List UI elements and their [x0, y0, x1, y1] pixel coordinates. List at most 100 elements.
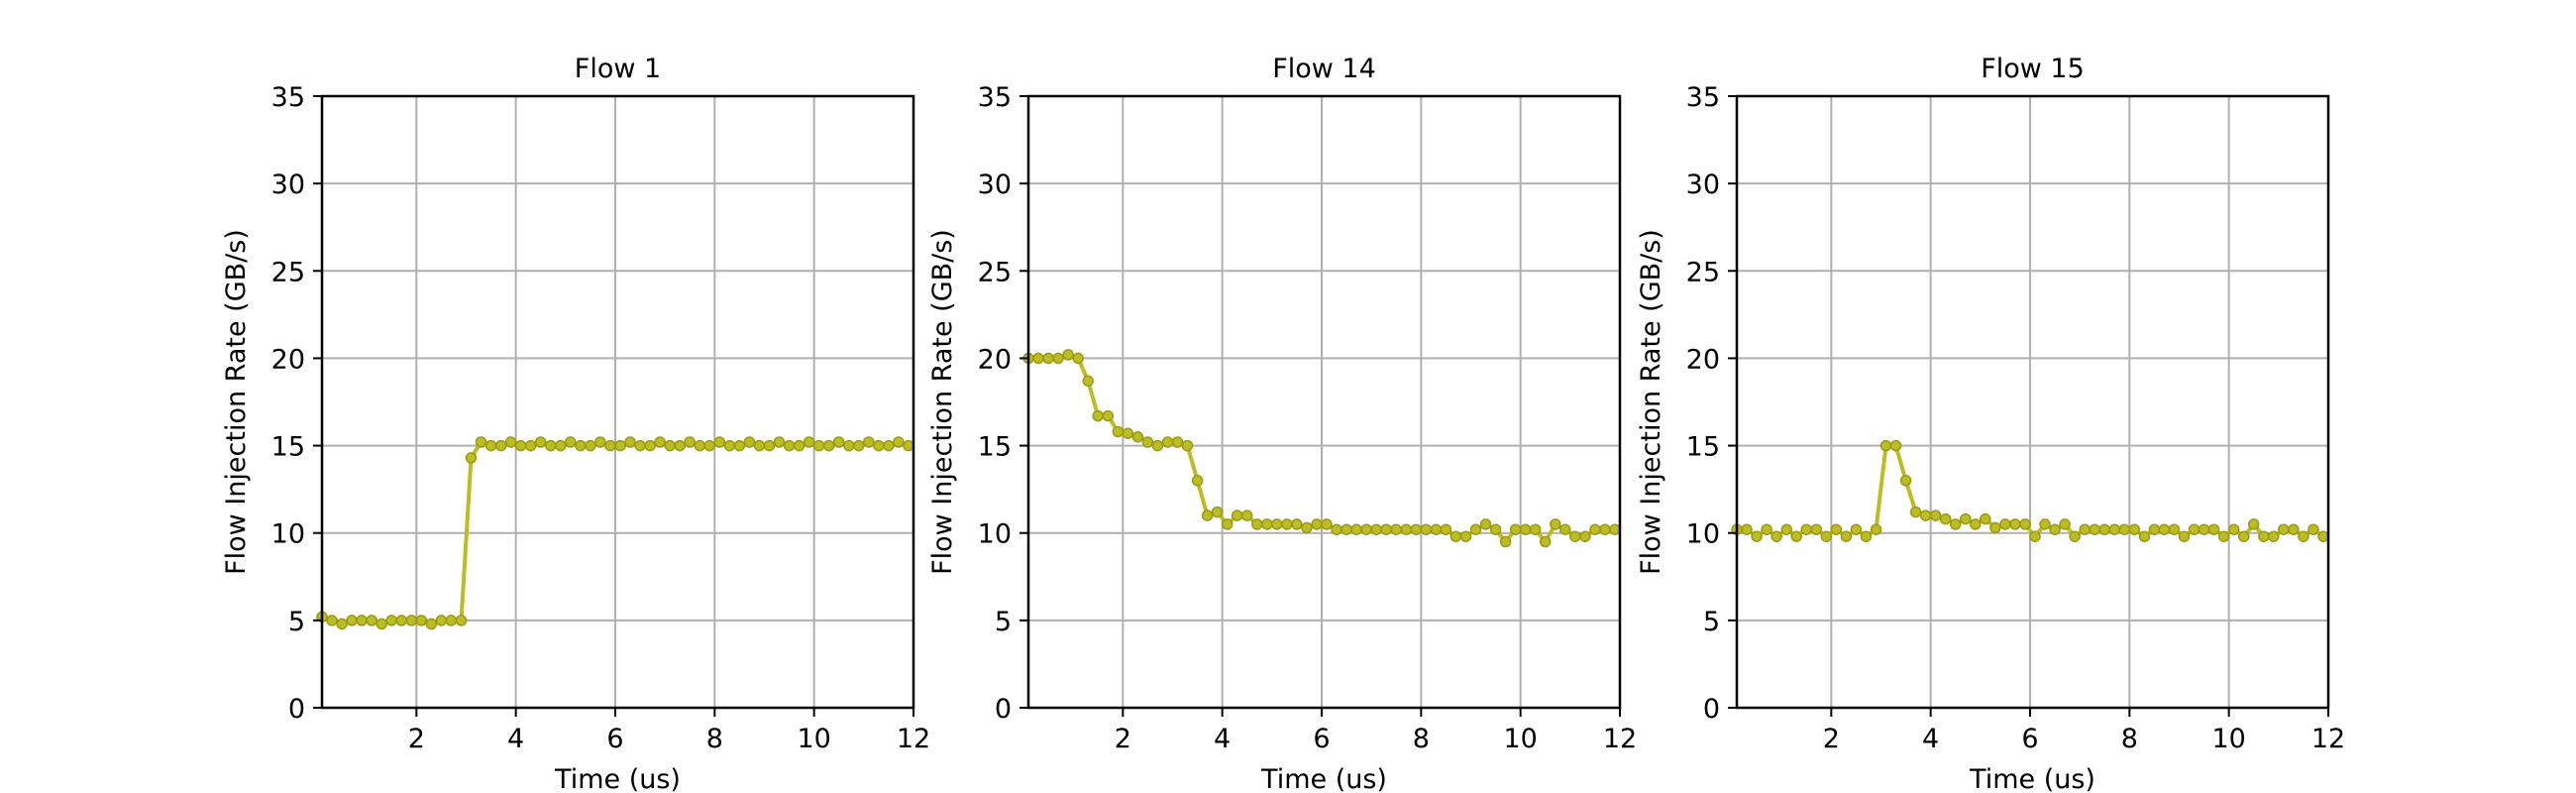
x-tick-label: 8	[1413, 724, 1430, 754]
data-point	[435, 615, 448, 626]
data-point	[1042, 352, 1054, 365]
data-point	[2039, 518, 2051, 530]
data-point	[1171, 436, 1184, 448]
data-point	[1390, 523, 1402, 535]
x-axis-label: Time (us)	[1969, 764, 2095, 793]
y-tick-label: 10	[978, 519, 1012, 550]
data-point	[1860, 530, 1873, 542]
data-point	[1790, 530, 1802, 542]
data-point	[1360, 523, 1372, 535]
data-point	[465, 452, 478, 464]
data-point	[783, 439, 796, 452]
data-point	[1311, 518, 1323, 530]
data-point	[664, 439, 676, 452]
data-point	[415, 615, 428, 626]
data-point	[1151, 439, 1164, 452]
data-point	[2138, 530, 2151, 542]
data-point	[356, 615, 368, 626]
data-point	[1609, 523, 1621, 535]
data-point	[1082, 375, 1094, 388]
data-point	[1271, 518, 1283, 530]
data-point	[494, 439, 507, 452]
x-tick-label: 10	[1503, 724, 1537, 754]
data-point	[1519, 523, 1532, 535]
data-point	[1850, 523, 1863, 535]
y-axis-label: Flow Injection Rate (GB/s)	[221, 229, 252, 575]
x-tick-label: 2	[1115, 724, 1131, 754]
data-point	[2198, 523, 2210, 535]
data-point	[475, 436, 487, 448]
data-point	[2089, 523, 2100, 535]
data-point	[614, 439, 626, 452]
data-point	[1741, 523, 1753, 535]
chart-panel: 2 4 6 8 10 12 0 5 10 15 20 25 30 35 Flow 1 Time (us) Flo…	[221, 54, 930, 793]
data-point	[773, 436, 786, 448]
data-point	[2188, 523, 2200, 535]
data-point	[893, 436, 905, 448]
y-tick-label: 15	[1686, 432, 1720, 463]
data-point	[1261, 518, 1273, 530]
x-tick-label: 12	[897, 724, 930, 754]
data-point	[2288, 523, 2300, 535]
data-point	[2098, 523, 2110, 535]
data-point	[1321, 518, 1333, 530]
data-point	[843, 439, 855, 452]
x-axis-label: Time (us)	[1260, 764, 1387, 793]
data-point	[1251, 518, 1263, 530]
x-tick-label: 12	[2311, 724, 2345, 754]
data-point	[1489, 523, 1502, 535]
data-point	[1459, 530, 1472, 542]
data-point	[1970, 518, 1982, 530]
data-point	[1820, 530, 1833, 542]
data-point	[2009, 518, 2021, 530]
data-point	[1889, 439, 1902, 452]
data-point	[863, 436, 875, 448]
data-point	[684, 436, 696, 448]
data-point	[1181, 439, 1194, 452]
y-tick-label: 35	[271, 82, 305, 113]
data-point	[2019, 518, 2031, 530]
data-point	[1420, 523, 1433, 535]
data-point	[832, 436, 845, 448]
data-point	[1112, 425, 1125, 438]
data-point	[1469, 523, 1482, 535]
data-point	[2227, 523, 2240, 535]
y-tick-label: 25	[978, 257, 1012, 287]
data-point	[743, 436, 756, 448]
data-point	[1840, 530, 1853, 542]
x-tick-label: 10	[2211, 724, 2245, 754]
data-point	[903, 439, 914, 452]
data-point	[2247, 518, 2260, 530]
data-point	[1370, 523, 1382, 535]
data-point	[604, 439, 616, 452]
data-point	[1032, 352, 1044, 365]
x-tick-label: 8	[706, 724, 723, 754]
data-point	[336, 618, 348, 630]
data-point	[504, 436, 517, 448]
x-tick-label: 4	[507, 724, 524, 754]
y-tick-label: 20	[271, 344, 305, 375]
y-tick-label: 25	[1686, 257, 1720, 287]
data-point	[395, 615, 408, 626]
data-point	[1771, 530, 1782, 542]
data-point	[1569, 530, 1581, 542]
data-point	[1599, 523, 1611, 535]
chart-panel: 2 4 6 8 10 12 0 5 10 15 20 25 30 35 Flow 14 Time (us) Fl…	[927, 54, 1637, 793]
data-point	[1539, 535, 1552, 548]
data-point	[634, 439, 646, 452]
data-point	[1440, 523, 1452, 535]
data-point	[455, 615, 468, 626]
data-point	[2217, 530, 2230, 542]
x-axis-label: Time (us)	[554, 764, 681, 793]
data-point	[1072, 352, 1084, 365]
data-point	[733, 439, 746, 452]
data-point	[1761, 523, 1772, 535]
x-tick-label: 4	[1922, 724, 1939, 754]
x-tick-label: 12	[1603, 724, 1637, 754]
data-point	[644, 439, 656, 452]
data-point	[2207, 523, 2220, 535]
data-point	[1052, 352, 1064, 365]
y-axis-label: Flow Injection Rate (GB/s)	[927, 229, 958, 575]
axes-frame	[320, 94, 915, 710]
x-tick-label: 6	[2021, 724, 2038, 754]
